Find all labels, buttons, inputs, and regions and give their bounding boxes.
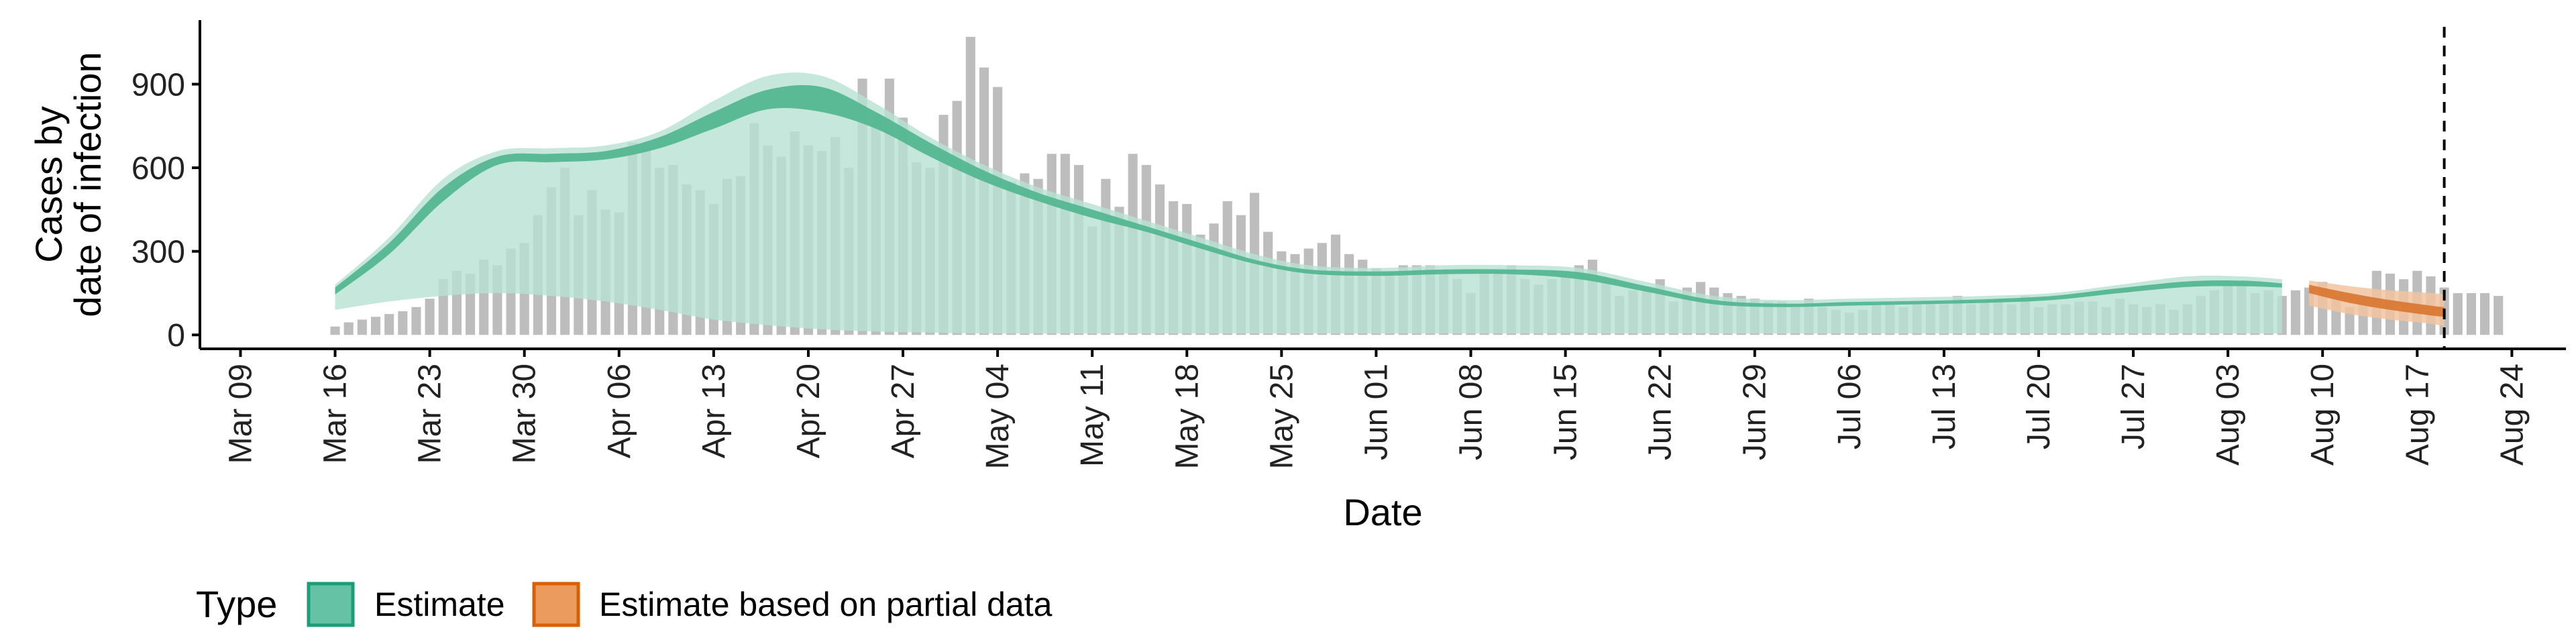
y-tick-label: 900 — [131, 68, 185, 103]
axes: 0 300 600 900 Mar 09 Mar 16 Mar 23 Mar 30 Apr 0… — [131, 20, 2566, 469]
case-bar — [2466, 292, 2476, 335]
x-tick-label: Jul 13 — [1927, 364, 1962, 449]
estimate-outer-band — [335, 72, 2282, 334]
legend-key-partial — [532, 582, 580, 627]
case-bar — [2453, 292, 2463, 335]
partial-inner-band — [2309, 284, 2445, 317]
x-tick-label: Jun 01 — [1358, 364, 1394, 460]
x-tick-label: Jul 27 — [2116, 364, 2151, 449]
x-tick-label: Aug 10 — [2305, 364, 2341, 466]
x-tick-label: Mar 09 — [223, 364, 258, 464]
y-tick-label: 600 — [131, 151, 185, 186]
x-tick-label: Jun 22 — [1643, 364, 1678, 460]
x-axis-title: Date — [1343, 491, 1422, 533]
case-bar — [2480, 292, 2490, 335]
x-tick-label: Apr 06 — [602, 364, 637, 458]
x-tick-label: Mar 23 — [413, 364, 448, 464]
legend-key-estimate — [307, 582, 355, 627]
x-tick-label: Apr 13 — [696, 364, 732, 458]
y-axis-title-line-1: Cases by — [28, 106, 70, 262]
case-bar — [411, 307, 421, 335]
case-bar — [2493, 296, 2504, 335]
y-axis-ticks: 0 300 600 900 — [131, 68, 200, 354]
x-tick-label: Jun 08 — [1454, 364, 1489, 460]
x-tick-label: Jul 06 — [1832, 364, 1868, 449]
case-bar — [370, 317, 381, 335]
x-tick-label: Mar 30 — [507, 364, 543, 464]
x-tick-label: Jul 20 — [2021, 364, 2057, 449]
x-tick-label: Jun 29 — [1737, 364, 1773, 460]
case-bar — [398, 311, 408, 335]
case-bar — [343, 322, 354, 335]
x-tick-label: May 18 — [1169, 364, 1205, 469]
legend-label-estimate: Estimate — [374, 586, 505, 623]
x-tick-label: Aug 03 — [2210, 364, 2246, 466]
x-tick-label: May 25 — [1264, 364, 1299, 469]
x-tick-label: Apr 20 — [791, 364, 826, 458]
x-tick-label: Apr 27 — [885, 364, 921, 458]
legend-label-partial: Estimate based on partial data — [599, 586, 1053, 623]
case-bar — [2290, 290, 2300, 335]
case-bar — [357, 319, 367, 335]
x-tick-label: May 11 — [1075, 364, 1110, 467]
case-bar — [384, 314, 394, 335]
case-bar — [330, 326, 340, 335]
x-tick-label: May 04 — [980, 364, 1016, 469]
legend: Type Estimate Estimate based on partial … — [196, 582, 1053, 627]
legend-title: Type — [196, 583, 277, 625]
x-tick-label: Jun 15 — [1548, 364, 1584, 460]
x-tick-label: Aug 17 — [2400, 364, 2435, 466]
x-axis-ticks: Mar 09 Mar 16 Mar 23 Mar 30 Apr 06 Apr 13 Apr … — [223, 349, 2530, 469]
estimate-bands — [335, 72, 2445, 334]
case-bar — [425, 299, 435, 335]
y-tick-label: 0 — [167, 318, 185, 354]
x-tick-label: Mar 16 — [318, 364, 354, 464]
x-tick-label: Aug 24 — [2494, 364, 2530, 466]
y-tick-label: 300 — [131, 235, 185, 270]
y-axis-title-line-2: date of infection — [66, 52, 109, 317]
